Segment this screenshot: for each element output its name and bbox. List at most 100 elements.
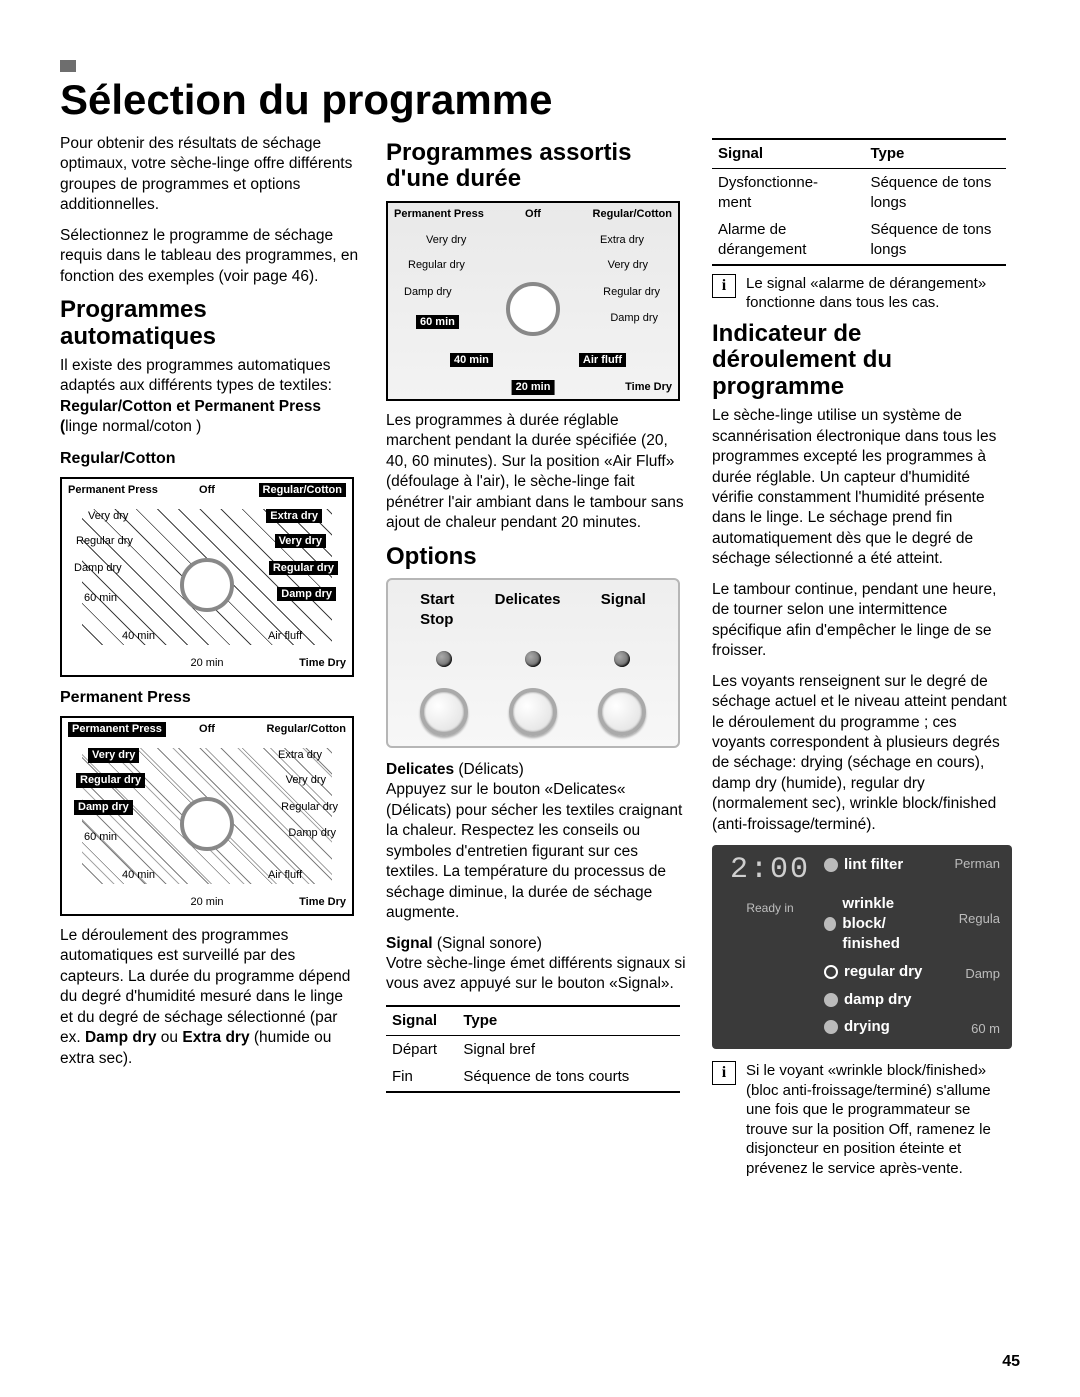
- indicator-icon: [824, 858, 838, 872]
- sig-head-type: Type: [864, 139, 1006, 168]
- info-text: Le signal «alarme de dérangement» foncti…: [746, 274, 1012, 313]
- dial-r0: Extra dry: [278, 748, 322, 763]
- display-right-label: Damp: [965, 965, 1000, 982]
- dial-bottom: 20 min: [190, 656, 223, 671]
- auto-bold-tail: linge normal/coton ): [65, 418, 201, 435]
- timed-p: Les programmes à durée réglable marchent…: [386, 411, 686, 534]
- info-text: Si le voyant «wrinkle block/finished» (b…: [746, 1061, 1012, 1178]
- dial-r3: Damp dry: [277, 587, 336, 602]
- dial-l2: Damp dry: [74, 800, 133, 815]
- sig-head-signal: Signal: [386, 1006, 457, 1035]
- options-button-row: [400, 688, 666, 736]
- table-row: Dysfonctionne- ment Séquence de tons lon…: [712, 168, 1006, 216]
- dial-l2: Damp dry: [404, 285, 452, 300]
- dial-l0: Very dry: [88, 748, 139, 763]
- dial-tc: Off: [525, 207, 541, 222]
- dial-tl: Permanent Press: [68, 483, 158, 498]
- display-time: 2:00: [730, 855, 810, 885]
- dial-l3: 60 min: [84, 591, 117, 606]
- dial-regular-cotton: Permanent Press Off Regular/Cotton Very …: [60, 477, 354, 677]
- dial-r3: Damp dry: [288, 826, 336, 841]
- auto-p1: Il existe des programmes automatiques ad…: [60, 356, 360, 438]
- display-right-label: Perman: [954, 855, 1000, 872]
- display-line: damp dry: [844, 990, 912, 1010]
- col-2: Programmes assortis d'une durée Permanen…: [386, 134, 686, 1186]
- dial-r4: Air fluff: [579, 353, 626, 368]
- sig-cell: Alarme de dérangement: [712, 216, 864, 265]
- display-right-label: 60 m: [971, 1020, 1000, 1037]
- delicates-button[interactable]: [509, 688, 557, 736]
- options-panel: Start Stop Delicates Signal: [386, 578, 680, 748]
- options-head-startstop: Start Stop: [420, 590, 454, 630]
- auto-tail-b2: Extra dry: [182, 1029, 249, 1046]
- options-head-row: Start Stop Delicates Signal: [400, 590, 666, 630]
- page: Sélection du programme Pour obtenir des …: [0, 0, 1080, 1397]
- options-head-signal: Signal: [601, 590, 646, 630]
- options-dot-row: [400, 651, 666, 667]
- page-number: 45: [1002, 1353, 1020, 1371]
- dial-timed: Permanent Press Off Regular/Cotton Very …: [386, 201, 680, 401]
- dial-l3: 60 min: [416, 315, 459, 330]
- dial-bottom: 20 min: [190, 895, 223, 910]
- intro-p2: Sélectionnez le programme de séchage req…: [60, 226, 360, 287]
- signal-table-b: Signal Type Dysfonctionne- ment Séquence…: [712, 138, 1006, 266]
- signal-table-a: Signal Type Départ Signal bref Fin Séque…: [386, 1005, 680, 1093]
- dial-tc: Off: [199, 722, 215, 737]
- auto-tail-mid: ou: [161, 1029, 183, 1046]
- sig-cell: Séquence de tons courts: [457, 1063, 680, 1092]
- dial-l0: Very dry: [88, 509, 128, 524]
- progress-p2: Le tambour continue, pendant une heure, …: [712, 580, 1012, 662]
- sig-cell: Fin: [386, 1063, 457, 1092]
- indicator-icon: [824, 917, 836, 931]
- table-row: Fin Séquence de tons courts: [386, 1063, 680, 1092]
- sig-cell: Départ: [386, 1035, 457, 1063]
- delicates-text: Appuyez sur le bouton «Delicates« (Délic…: [386, 781, 682, 921]
- intro-p1: Pour obtenir des résultats de séchage op…: [60, 134, 360, 216]
- display-right: Perman Regula Damp 60 m: [940, 855, 1000, 1037]
- auto-tail: Le déroulement des programmes automatiqu…: [60, 926, 360, 1069]
- info-icon: i: [712, 274, 736, 298]
- dial-br: Time Dry: [299, 656, 346, 671]
- dial-tr: Regular/Cotton: [259, 483, 346, 498]
- dial-r3: Damp dry: [610, 311, 658, 326]
- start-stop-button[interactable]: [420, 688, 468, 736]
- progress-p1: Le sèche-linge utilise un système de sca…: [712, 406, 1012, 570]
- sig-head-type: Type: [457, 1006, 680, 1035]
- display-mid: lint filter wrinkle block/ finished regu…: [824, 855, 926, 1037]
- dial-permanent-press: Permanent Press Off Regular/Cotton Very …: [60, 716, 354, 916]
- auto-tail-b1: Damp dry: [85, 1029, 157, 1046]
- dial-l1: Regular dry: [408, 258, 465, 273]
- sig-head-signal: Signal: [712, 139, 864, 168]
- dial-r4: Air fluff: [268, 868, 302, 883]
- dial-r2: Regular dry: [269, 561, 338, 576]
- progress-display: 2:00 Ready in lint filter wrinkle block/…: [712, 845, 1012, 1049]
- auto-p1-text: Il existe des programmes automatiques ad…: [60, 357, 332, 394]
- signal-button[interactable]: [598, 688, 646, 736]
- display-left: 2:00 Ready in: [730, 855, 810, 1037]
- led-icon: [525, 651, 541, 667]
- dial-tc: Off: [199, 483, 215, 498]
- timed-heading: Programmes assortis d'une durée: [386, 140, 686, 193]
- info-note-2: i Si le voyant «wrinkle block/finished» …: [712, 1061, 1012, 1178]
- indicator-icon: [824, 993, 838, 1007]
- dial-tl: Permanent Press: [394, 207, 484, 222]
- col-1: Pour obtenir des résultats de séchage op…: [60, 134, 360, 1186]
- display-ready: Ready in: [746, 901, 793, 917]
- led-icon: [614, 651, 630, 667]
- dial-r1: Very dry: [286, 773, 326, 788]
- dial-r1: Very dry: [608, 258, 648, 273]
- signal-para: Signal (Signal sonore) Votre sèche-linge…: [386, 934, 686, 995]
- signal-bold: Signal: [386, 935, 433, 952]
- permanent-press-heading: Permanent Press: [60, 687, 360, 708]
- info-note-1: i Le signal «alarme de dérangement» fonc…: [712, 274, 1012, 313]
- indicator-icon: [824, 1020, 838, 1034]
- dial-r4: Air fluff: [268, 629, 302, 644]
- dial-knob-icon: [506, 282, 560, 336]
- display-right-label: Regula: [959, 910, 1000, 927]
- display-line: drying: [844, 1017, 890, 1037]
- dial-r2: Regular dry: [281, 800, 338, 815]
- dial-br: Time Dry: [625, 380, 672, 395]
- dial-l1: Regular dry: [76, 773, 145, 788]
- display-line: lint filter: [844, 855, 903, 875]
- dial-r1: Very dry: [275, 534, 326, 549]
